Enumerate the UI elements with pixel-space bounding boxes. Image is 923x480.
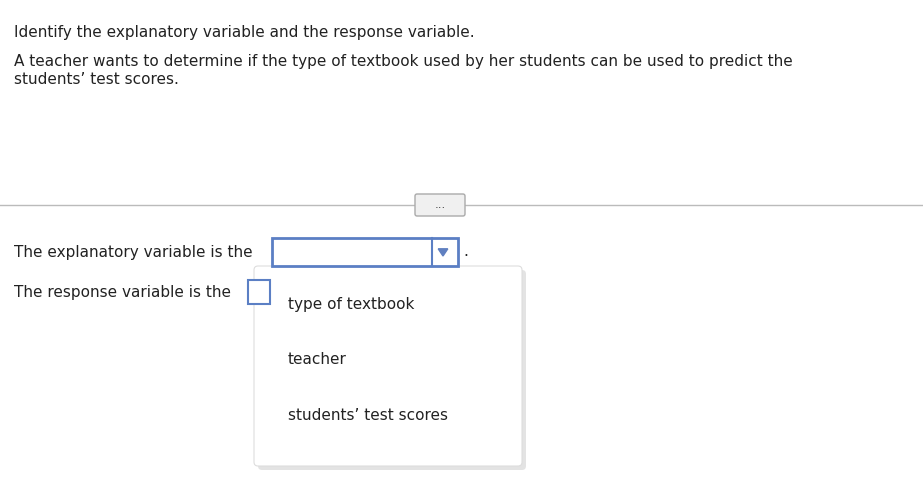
FancyBboxPatch shape	[258, 270, 526, 470]
Text: type of textbook: type of textbook	[288, 298, 414, 312]
FancyBboxPatch shape	[248, 280, 270, 304]
FancyBboxPatch shape	[254, 266, 522, 466]
FancyBboxPatch shape	[272, 238, 458, 266]
Text: The response variable is the: The response variable is the	[14, 285, 231, 300]
Text: students’ test scores: students’ test scores	[288, 408, 448, 422]
Text: The explanatory variable is the: The explanatory variable is the	[14, 244, 253, 260]
Polygon shape	[438, 249, 448, 256]
Text: ...: ...	[435, 199, 446, 212]
Text: A teacher wants to determine if the type of textbook used by her students can be: A teacher wants to determine if the type…	[14, 54, 793, 69]
FancyBboxPatch shape	[415, 194, 465, 216]
Text: teacher: teacher	[288, 352, 347, 368]
Text: Identify the explanatory variable and the response variable.: Identify the explanatory variable and th…	[14, 25, 474, 40]
Text: .: .	[463, 244, 468, 260]
Text: students’ test scores.: students’ test scores.	[14, 72, 179, 87]
